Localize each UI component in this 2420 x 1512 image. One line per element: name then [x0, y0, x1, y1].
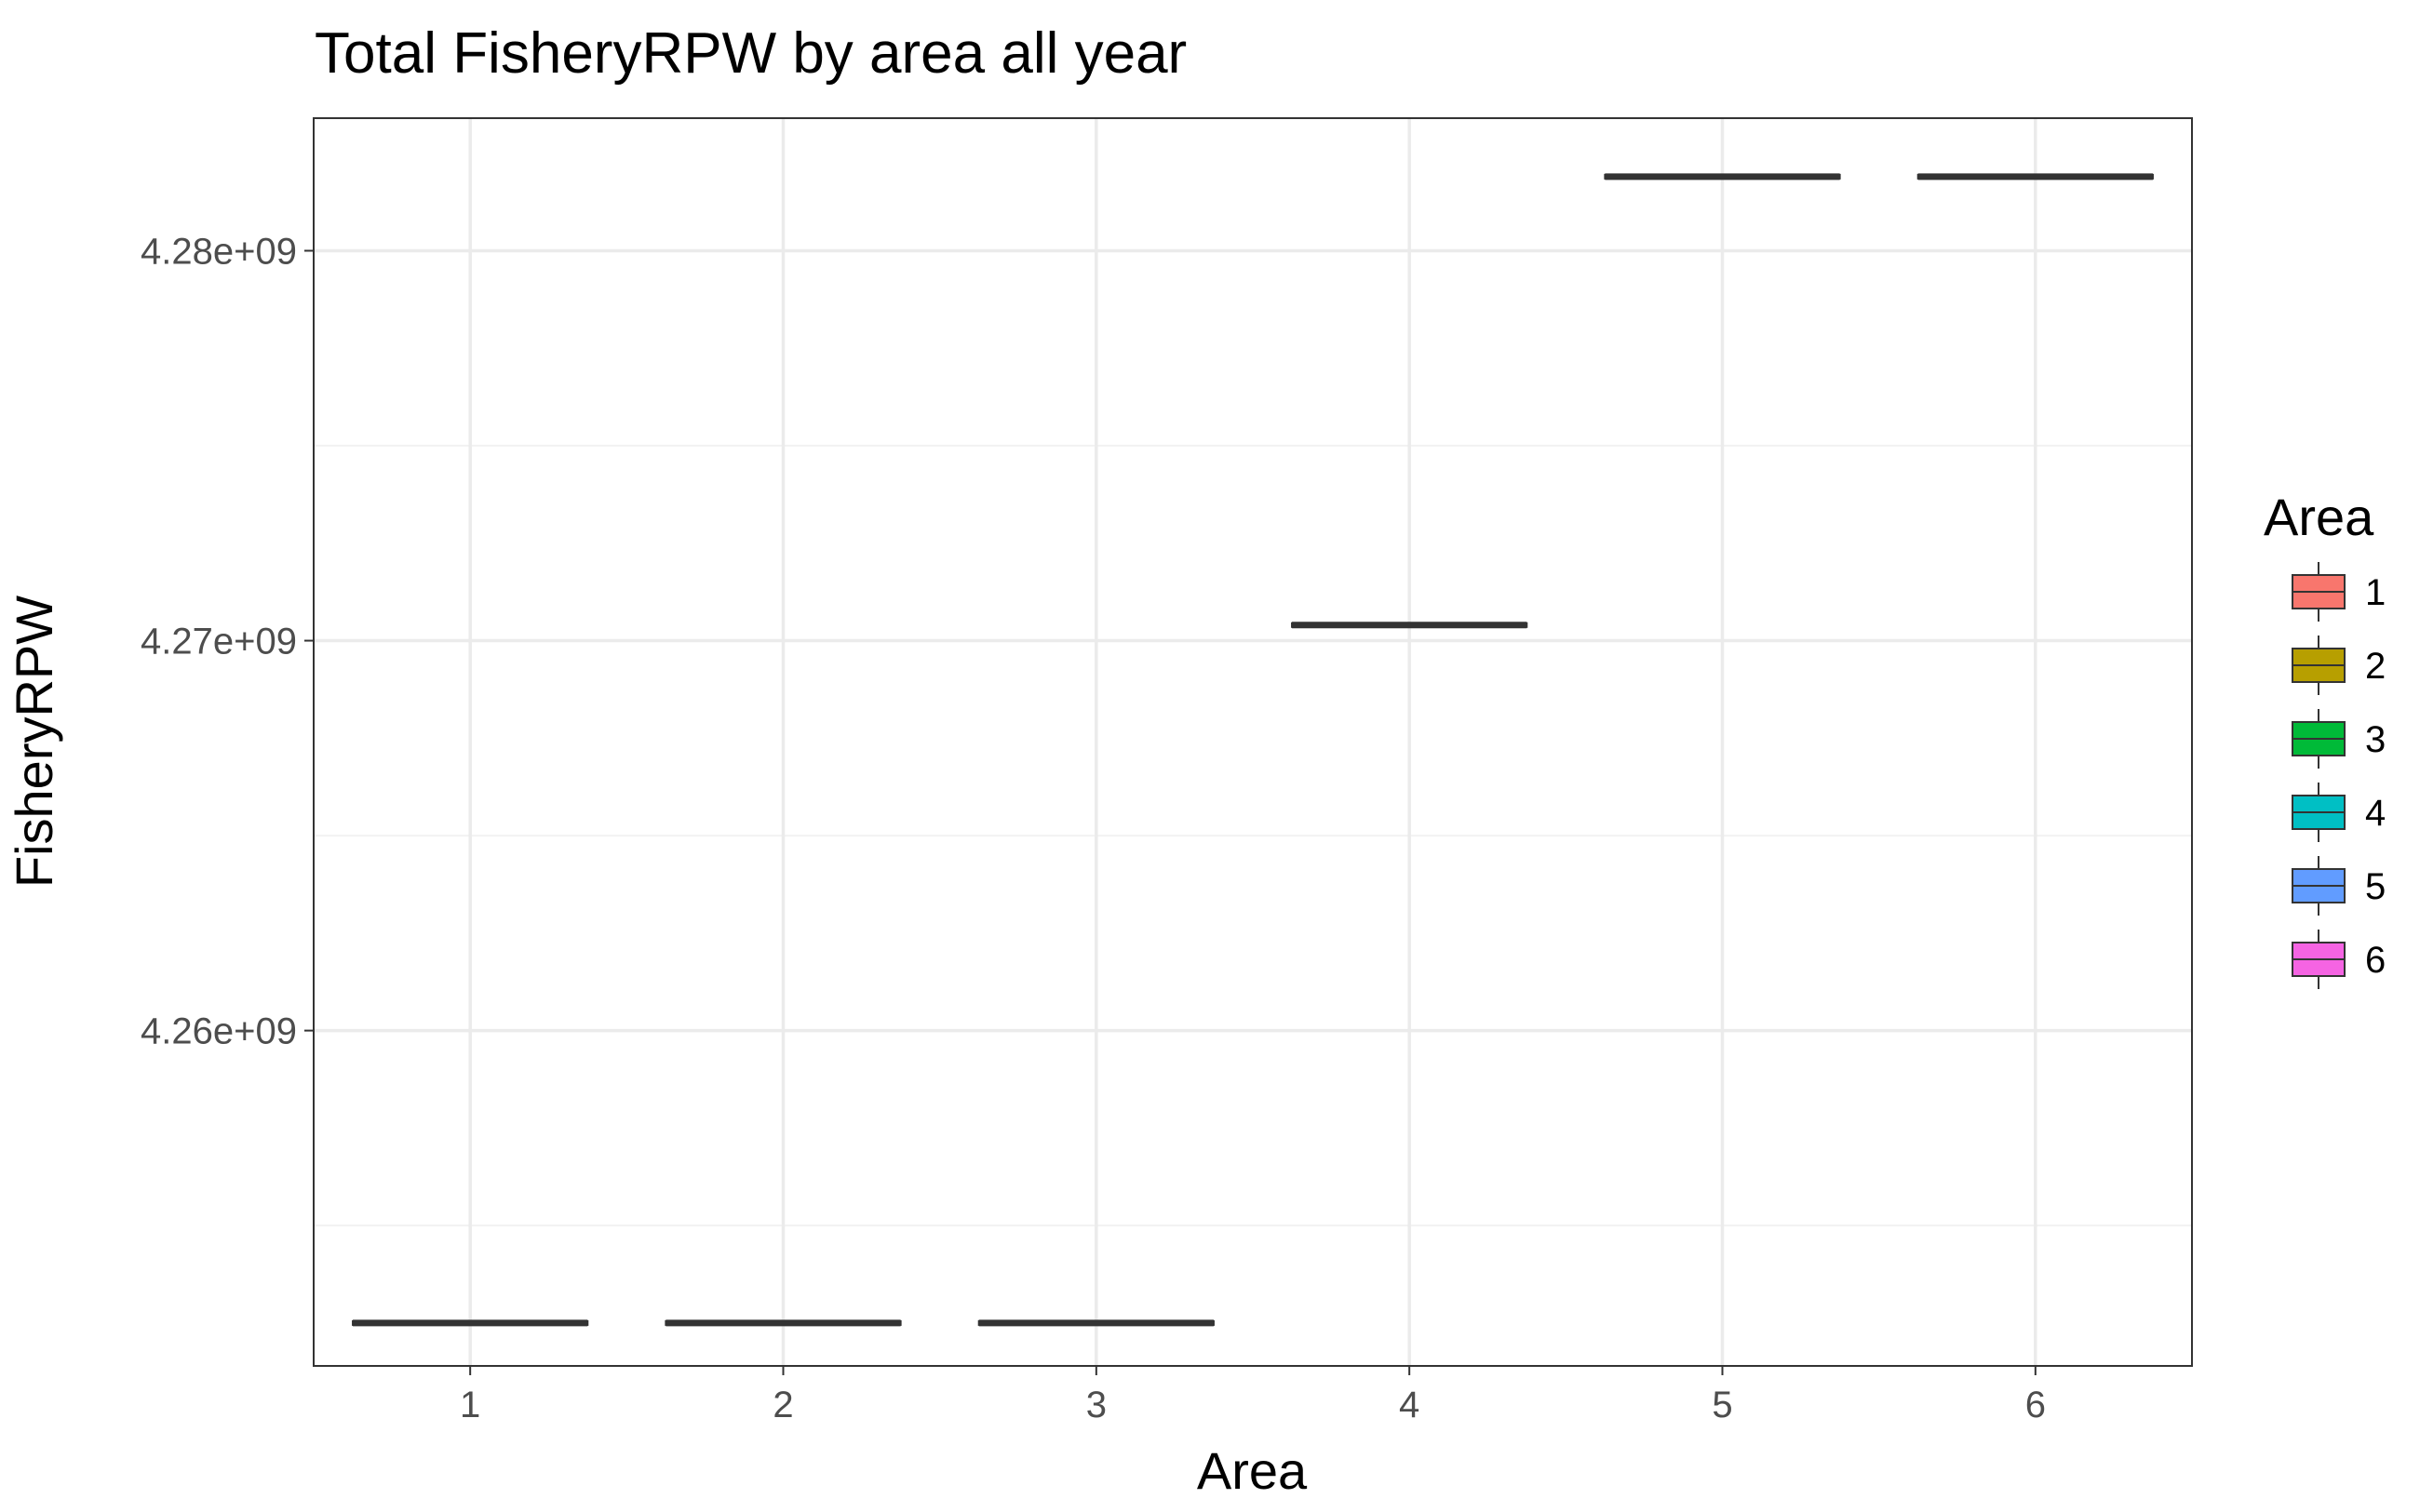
x-axis: 1 2 3 4 5 6	[460, 1366, 2046, 1425]
legend-item-1: 1	[2292, 562, 2386, 622]
legend-label-2: 2	[2365, 646, 2386, 687]
legend-title: Area	[2264, 488, 2374, 546]
legend-label-4: 4	[2365, 793, 2386, 834]
panel-background	[314, 118, 2192, 1366]
chart-title: Total FisheryRPW by area all year	[315, 21, 1187, 86]
x-tick-label: 6	[2025, 1385, 2046, 1425]
panel-border	[313, 117, 2193, 1367]
x-tick-label: 5	[1712, 1385, 1732, 1425]
y-axis: 4.26e+09 4.27e+09 4.28e+09	[141, 231, 314, 1052]
legend-item-6: 6	[2292, 930, 2386, 989]
legend-item-5: 5	[2292, 856, 2386, 916]
plot-area	[313, 117, 2193, 1367]
legend-item-4: 4	[2292, 783, 2386, 842]
y-axis-title: FisheryRPW	[5, 595, 63, 888]
legend-item-3: 3	[2292, 709, 2386, 769]
major-grid	[314, 118, 2192, 1366]
legend-entries: 1 2 3 4 5 6	[2292, 562, 2386, 989]
legend-label-5: 5	[2365, 866, 2386, 907]
legend-label-3: 3	[2365, 719, 2386, 760]
legend-item-2: 2	[2292, 636, 2386, 695]
x-tick-label: 3	[1086, 1385, 1107, 1425]
boxes	[352, 173, 2154, 1327]
legend: Area 1 2 3 4 5 6	[2264, 488, 2386, 989]
x-axis-title: Area	[1197, 1441, 1308, 1500]
minor-grid	[314, 445, 2192, 1227]
x-tick-label: 4	[1399, 1385, 1419, 1425]
x-tick-label: 1	[460, 1385, 480, 1425]
x-tick-label: 2	[773, 1385, 793, 1425]
y-tick-label: 4.28e+09	[141, 231, 297, 272]
legend-label-6: 6	[2365, 940, 2386, 981]
legend-label-1: 1	[2365, 572, 2386, 613]
y-tick-label: 4.26e+09	[141, 1011, 297, 1052]
y-tick-label: 4.27e+09	[141, 622, 297, 662]
